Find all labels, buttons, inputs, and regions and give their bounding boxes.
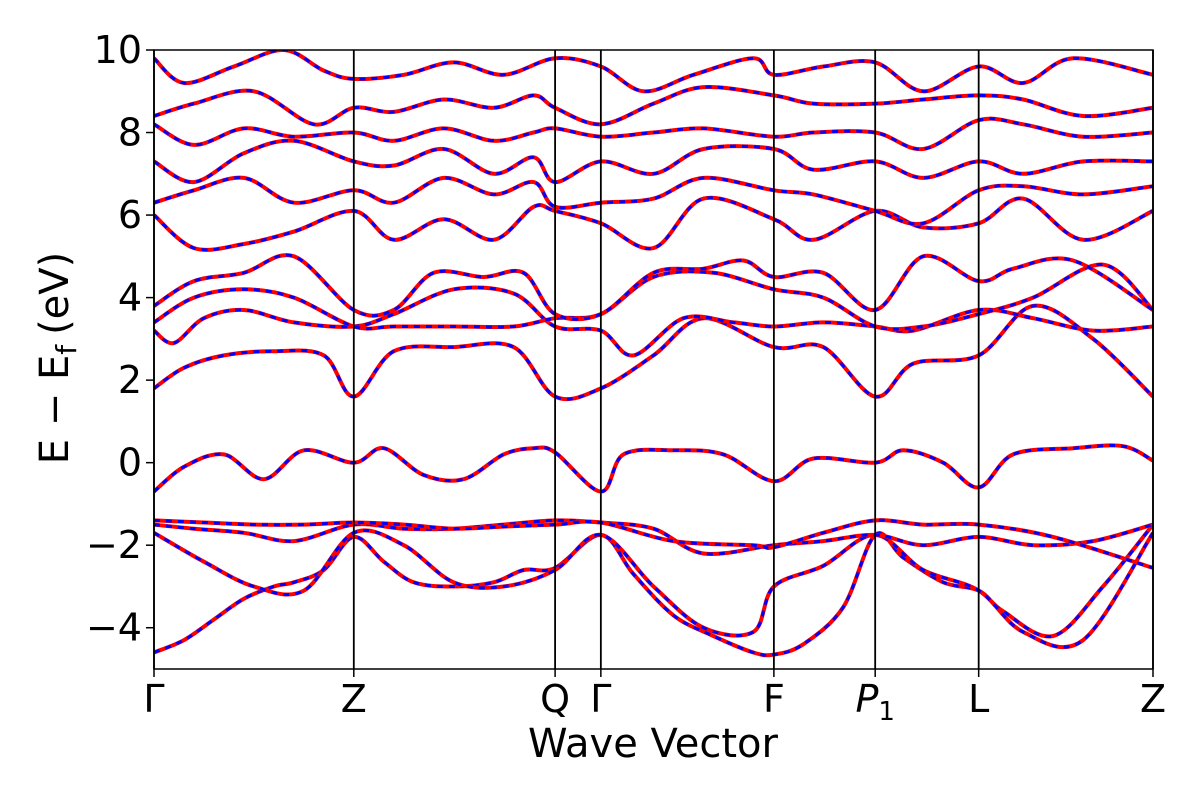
band-1 bbox=[154, 523, 1153, 658]
y-tick-label: −4 bbox=[86, 606, 142, 650]
y-axis-ticks: −4 −2 0 2 4 6 8 10 bbox=[86, 28, 154, 650]
y-axis-title: E − Ef (eV) bbox=[32, 252, 83, 465]
band-line-solid bbox=[154, 518, 1153, 570]
x-tick-label: P1 bbox=[855, 677, 894, 727]
band-line-dashed bbox=[154, 85, 1153, 126]
x-tick-label: L bbox=[968, 677, 989, 721]
band-line-dashed bbox=[154, 253, 1153, 321]
x-axis-title: Wave Vector bbox=[528, 721, 779, 767]
y-axis-title-main: E − E bbox=[32, 355, 78, 465]
y-tick-label: 10 bbox=[94, 28, 142, 72]
band-5 bbox=[154, 443, 1153, 494]
band-line-dashed bbox=[154, 117, 1153, 151]
band-4 bbox=[154, 518, 1153, 570]
band-10 bbox=[154, 195, 1153, 252]
x-tick-label: Z bbox=[1140, 677, 1166, 721]
plot-frame bbox=[153, 49, 1154, 670]
band-line-dashed bbox=[154, 286, 1153, 357]
band-line-dashed bbox=[154, 523, 1153, 657]
band-line-solid bbox=[154, 50, 1153, 94]
band-line-dashed bbox=[154, 304, 1153, 401]
band-line-solid bbox=[154, 138, 1153, 185]
x-tick-label: Z bbox=[341, 677, 367, 721]
band-line-solid bbox=[154, 195, 1153, 252]
band-line-solid bbox=[154, 285, 1153, 358]
band-line-dashed bbox=[154, 518, 1153, 556]
y-tick-label: 4 bbox=[118, 276, 142, 320]
band-line-dashed bbox=[154, 443, 1153, 494]
band-lines bbox=[154, 50, 1153, 658]
band-3 bbox=[154, 518, 1153, 556]
y-tick-label: 6 bbox=[118, 193, 142, 237]
y-tick-label: −2 bbox=[86, 523, 142, 567]
band-12 bbox=[154, 138, 1153, 185]
band-line-solid bbox=[154, 528, 1153, 650]
band-13 bbox=[154, 116, 1153, 152]
band-line-solid bbox=[154, 443, 1153, 494]
band-line-solid bbox=[154, 303, 1153, 402]
y-tick-label: 0 bbox=[118, 441, 142, 485]
band-line-solid bbox=[154, 175, 1153, 226]
band-line-dashed bbox=[154, 196, 1153, 252]
x-tick-label: F bbox=[763, 677, 785, 721]
x-axis-ticks: Γ Z Q Γ F P1 L Z bbox=[143, 669, 1166, 727]
band-line-dashed bbox=[154, 139, 1153, 184]
x-tick-label: Γ bbox=[143, 677, 164, 721]
y-axis-title-sub: f bbox=[50, 344, 83, 355]
band-6 bbox=[154, 303, 1153, 402]
y-tick-label: 2 bbox=[118, 358, 142, 402]
band-7 bbox=[154, 285, 1153, 358]
x-tick-label: Γ bbox=[590, 677, 611, 721]
band-9 bbox=[154, 253, 1153, 322]
band-11 bbox=[154, 175, 1153, 226]
x-tick-label: Q bbox=[540, 677, 570, 721]
y-tick-label: 8 bbox=[118, 111, 142, 155]
band-15 bbox=[154, 50, 1153, 94]
band-2 bbox=[154, 528, 1153, 650]
y-axis-title-unit: (eV) bbox=[32, 252, 78, 335]
band-line-dashed bbox=[154, 176, 1153, 226]
band-line-dashed bbox=[154, 50, 1153, 93]
